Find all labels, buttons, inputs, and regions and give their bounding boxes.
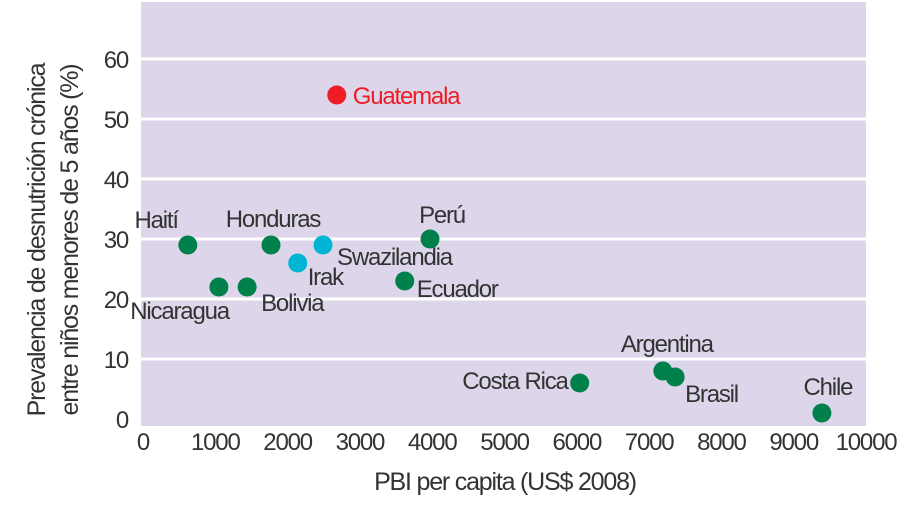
point-marker [395, 271, 415, 291]
data-point-brasil: Brasil [665, 367, 739, 408]
x-tick-label: 3000 [336, 429, 385, 456]
data-point-swazilandia: Swazilandia [313, 235, 455, 271]
gridlines [141, 57, 866, 361]
y-tick-label: 40 [104, 167, 129, 194]
x-tick-label: 6000 [553, 429, 602, 456]
x-tick-label: 0 [137, 429, 150, 456]
point-label: Nicaragua [130, 298, 230, 325]
plot-background [141, 2, 866, 426]
x-tick-label: 7000 [625, 429, 674, 456]
data-point-bolivia: Bolivia [237, 277, 326, 317]
data-point-costa-rica: Costa Rica [462, 368, 590, 395]
data-point-perú: Perú [419, 202, 466, 249]
point-marker [665, 367, 685, 387]
point-label: Honduras [226, 206, 322, 233]
point-marker [288, 253, 308, 273]
point-label: Chile [804, 374, 854, 401]
point-marker [178, 235, 198, 255]
x-tick-labels: 0 1000 2000 3000 4000 5000 6000 7000 8000 9000 100… [137, 429, 898, 456]
data-point-ecuador: Ecuador [395, 271, 500, 303]
data-point-haití: Haití [134, 207, 198, 255]
y-tick-label: 0 [116, 407, 129, 434]
point-label: Costa Rica [462, 368, 569, 395]
point-label: Argentina [621, 331, 715, 358]
y-axis-label-line2: entre niños menores de 5 años (%) [56, 65, 84, 416]
data-points: Guatemala Haití Nicaragua Bolivia Honduras Ir… [130, 83, 854, 423]
x-axis-label: PBI per capita (US$ 2008) [374, 468, 636, 496]
y-tick-label: 20 [104, 287, 129, 314]
y-tick-label: 10 [104, 347, 129, 374]
point-marker [313, 235, 333, 255]
point-marker [261, 235, 281, 255]
point-marker [209, 277, 229, 297]
x-tick-label: 10000 [836, 429, 898, 456]
data-point-nicaragua: Nicaragua [130, 277, 232, 325]
point-label: Swazilandia [337, 244, 454, 271]
data-point-guatemala: Guatemala [327, 83, 462, 110]
x-tick-label: 9000 [769, 429, 818, 456]
data-point-argentina: Argentina [621, 331, 716, 381]
point-label: Ecuador [417, 276, 499, 303]
x-tick-label: 1000 [191, 429, 240, 456]
point-marker [420, 229, 440, 249]
point-marker [570, 373, 590, 393]
point-marker [327, 85, 347, 105]
point-label: Irak [308, 264, 345, 291]
data-point-irak: Irak [288, 253, 346, 291]
x-tick-label: 8000 [697, 429, 746, 456]
point-marker [237, 277, 257, 297]
x-tick-label: 5000 [480, 429, 529, 456]
point-label: Brasil [685, 381, 738, 408]
data-point-honduras: Honduras [226, 206, 323, 255]
point-label: Haití [134, 207, 179, 234]
point-label: Perú [419, 202, 465, 229]
y-axis-label-line1: Prevalencia de desnutrición crónica [23, 62, 51, 416]
point-label: Guatemala [353, 83, 461, 110]
point-marker [812, 403, 832, 423]
point-label: Bolivia [261, 290, 325, 317]
y-tick-labels: 0 10 20 30 40 50 60 [104, 47, 130, 434]
y-tick-label: 30 [104, 227, 129, 254]
data-point-chile: Chile [804, 374, 854, 423]
y-tick-label: 50 [104, 107, 129, 134]
x-tick-label: 4000 [408, 429, 457, 456]
x-tick-label: 2000 [263, 429, 312, 456]
y-tick-label: 60 [104, 47, 129, 74]
